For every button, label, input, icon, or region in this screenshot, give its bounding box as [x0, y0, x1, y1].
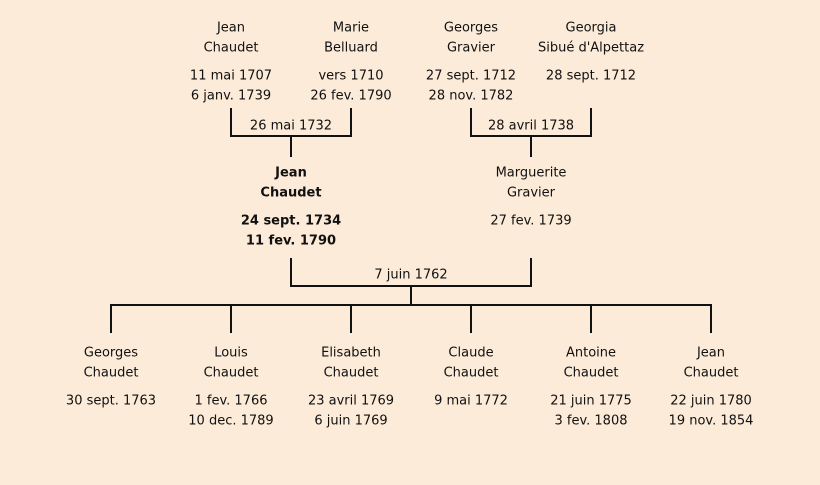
life-date: 19 nov. 1854	[669, 414, 754, 429]
life-date: 11 fev. 1790	[246, 234, 336, 249]
last-name: Chaudet	[260, 186, 321, 201]
marriage-date: 7 juin 1762	[374, 268, 447, 283]
connectors	[110, 108, 712, 333]
first-name: Louis	[214, 346, 248, 361]
life-date: 23 avril 1769	[308, 394, 394, 409]
last-name: Sibué d'Alpettaz	[538, 41, 644, 56]
first-name: Elisabeth	[321, 346, 381, 361]
last-name: Chaudet	[684, 366, 739, 381]
life-date: 28 nov. 1782	[429, 89, 514, 104]
life-date: vers 1710	[318, 69, 383, 84]
life-date: 1 fev. 1766	[194, 394, 267, 409]
last-name: Chaudet	[84, 366, 139, 381]
life-date: 21 juin 1775	[550, 394, 632, 409]
marriage-date: 26 mai 1732	[250, 119, 332, 134]
life-date: 24 sept. 1734	[241, 214, 341, 229]
life-date: 22 juin 1780	[670, 394, 752, 409]
life-date: 27 fev. 1739	[490, 214, 571, 229]
last-name: Chaudet	[324, 366, 379, 381]
last-name: Belluard	[324, 41, 378, 56]
life-date: 26 fev. 1790	[310, 89, 391, 104]
first-name: Antoine	[566, 346, 616, 361]
last-name: Gravier	[447, 41, 496, 56]
life-date: 6 juin 1769	[314, 414, 387, 429]
first-name: Georgia	[566, 21, 617, 36]
life-date: 6 janv. 1739	[191, 89, 271, 104]
last-name: Chaudet	[564, 366, 619, 381]
last-name: Chaudet	[444, 366, 499, 381]
marriage-date: 28 avril 1738	[488, 119, 574, 134]
life-date: 10 dec. 1789	[188, 414, 273, 429]
first-name: Jean	[696, 346, 725, 361]
life-date: 30 sept. 1763	[66, 394, 156, 409]
last-name: Gravier	[507, 186, 556, 201]
first-name: Jean	[216, 21, 245, 36]
life-date: 27 sept. 1712	[426, 69, 516, 84]
life-date: 3 fev. 1808	[554, 414, 627, 429]
first-name: Marguerite	[496, 166, 567, 181]
first-name: Georges	[444, 21, 498, 36]
life-date: 11 mai 1707	[190, 69, 272, 84]
first-name: Claude	[448, 346, 493, 361]
life-date: 28 sept. 1712	[546, 69, 636, 84]
life-date: 9 mai 1772	[434, 394, 508, 409]
first-name: Marie	[333, 21, 369, 36]
last-name: Chaudet	[204, 41, 259, 56]
first-name: Jean	[274, 166, 307, 181]
last-name: Chaudet	[204, 366, 259, 381]
first-name: Georges	[84, 346, 138, 361]
